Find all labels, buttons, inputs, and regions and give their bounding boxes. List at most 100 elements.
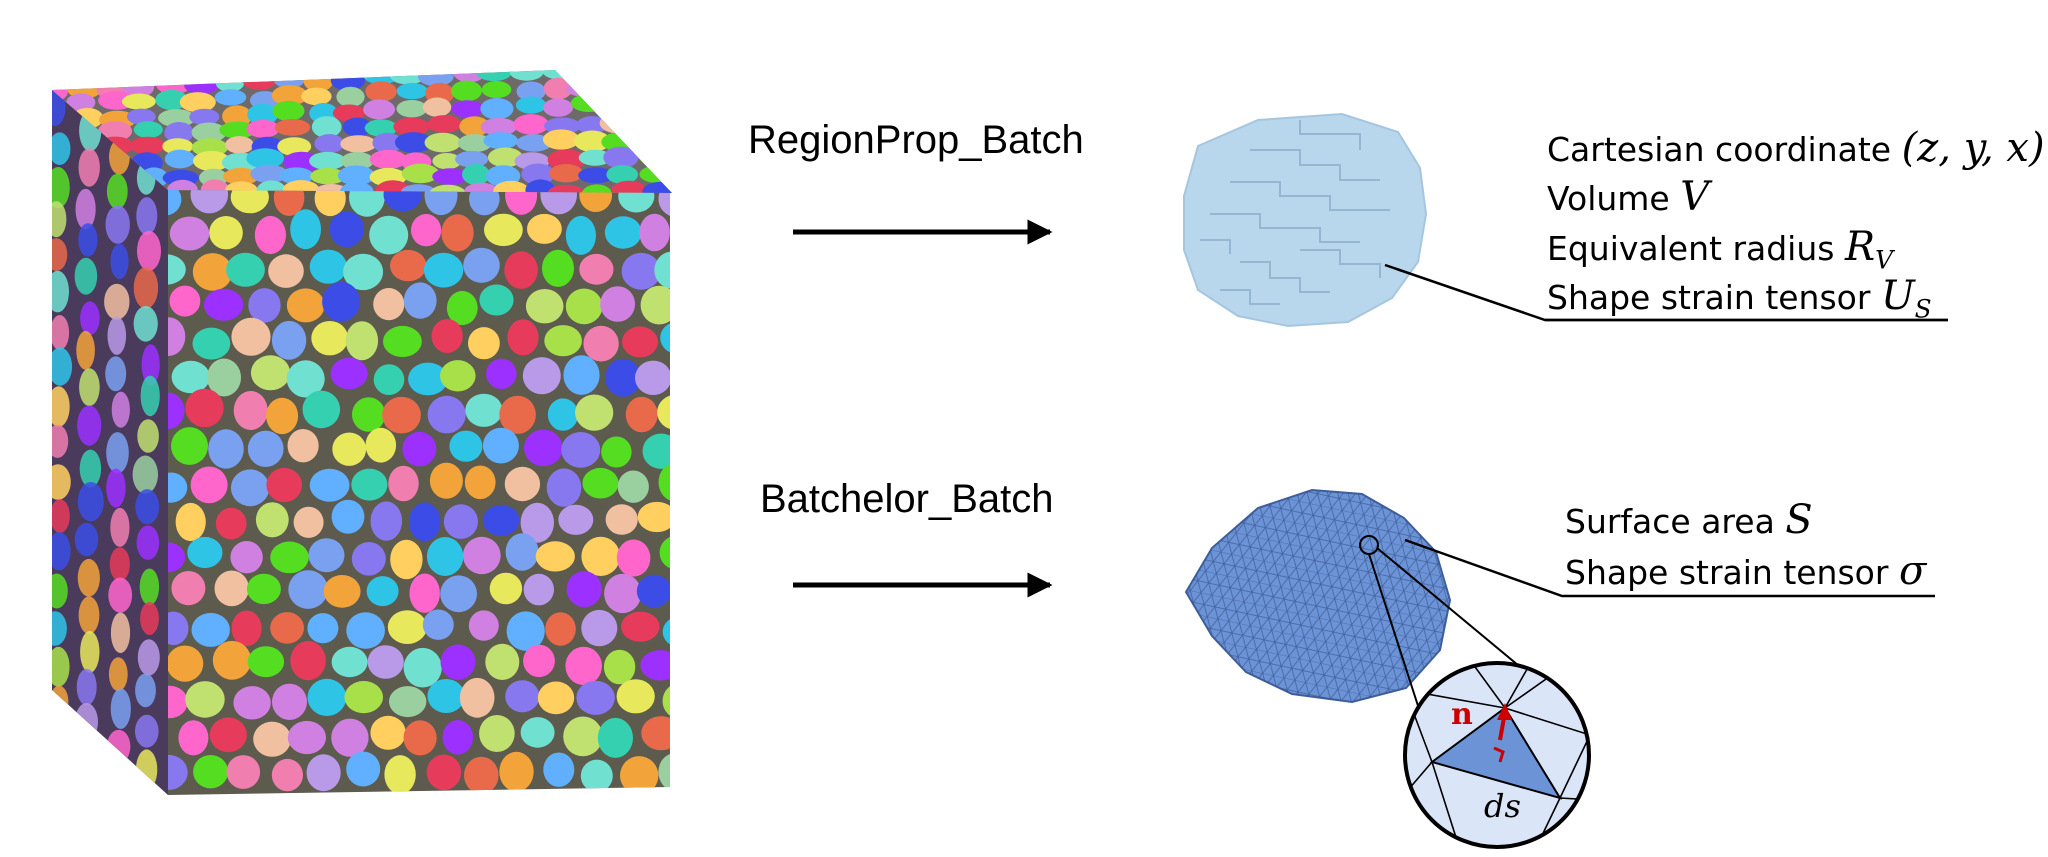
grain	[463, 247, 500, 283]
grain	[168, 754, 188, 790]
grain	[462, 164, 490, 185]
grain	[246, 119, 280, 138]
grain	[393, 117, 430, 137]
grain	[107, 316, 127, 355]
grain	[332, 432, 367, 466]
grain	[423, 252, 464, 288]
grain	[370, 501, 403, 541]
grain	[225, 136, 254, 154]
grain	[396, 100, 428, 118]
grain	[394, 132, 433, 153]
grain	[52, 315, 70, 351]
grain	[287, 720, 326, 755]
grain	[422, 609, 454, 640]
grain	[426, 537, 464, 576]
grain	[547, 398, 579, 431]
grain	[331, 499, 365, 534]
grain	[401, 163, 440, 184]
cartesian-symbol: (z, y, x)	[1901, 125, 2045, 171]
grain	[329, 211, 365, 248]
grain	[382, 396, 421, 434]
grain	[543, 77, 573, 100]
grain	[346, 612, 385, 649]
grain	[52, 719, 66, 760]
grain	[309, 249, 347, 284]
grain	[270, 612, 304, 644]
grain	[545, 612, 576, 646]
grain	[657, 394, 670, 430]
grain	[246, 148, 285, 169]
grain	[52, 347, 73, 386]
grain	[506, 611, 545, 651]
grain	[139, 568, 160, 606]
grain	[268, 254, 304, 288]
grain	[282, 180, 320, 193]
volume-label: Volume V	[1547, 174, 1710, 220]
grain	[475, 70, 513, 82]
grain	[662, 682, 670, 720]
grain	[635, 360, 670, 395]
grain	[80, 301, 100, 336]
normal-vector-label: n	[1451, 697, 1473, 732]
grain	[212, 640, 252, 680]
grain	[515, 96, 547, 114]
grain	[364, 119, 398, 137]
grain	[642, 433, 670, 469]
grain	[680, 361, 711, 392]
batchelor-batch-label: Batchelor_Batch	[760, 477, 1054, 521]
grain	[441, 214, 474, 252]
grain	[242, 70, 277, 90]
grain	[641, 716, 670, 751]
grain	[168, 254, 186, 285]
grain	[565, 646, 602, 686]
grain	[310, 168, 346, 185]
grain	[108, 577, 133, 613]
grain	[137, 230, 161, 271]
grain	[611, 180, 647, 193]
grain	[403, 647, 442, 688]
grain	[98, 121, 133, 142]
shape-strain-voxel-label: Shape strain tensor US	[1547, 273, 1932, 324]
grain	[247, 646, 285, 678]
regionprop-batch-label: RegionProp_Batch	[748, 118, 1084, 162]
grain	[369, 149, 407, 169]
grain	[352, 397, 386, 432]
grain	[219, 121, 256, 139]
grain	[135, 714, 159, 748]
grain	[135, 784, 161, 795]
grain	[457, 134, 492, 153]
grain	[449, 430, 483, 462]
grain	[140, 375, 160, 417]
grain	[363, 99, 395, 120]
grain	[190, 466, 228, 504]
grain	[192, 327, 231, 360]
grain	[230, 469, 270, 507]
grain	[547, 184, 585, 193]
grain	[464, 465, 496, 500]
grain	[337, 165, 375, 186]
grain	[344, 681, 384, 714]
grain	[185, 681, 225, 718]
grain	[349, 190, 385, 217]
grain	[266, 467, 303, 503]
grain	[662, 616, 670, 647]
shape-strain-u-symbol: US	[1880, 273, 1932, 324]
grain	[52, 238, 68, 272]
grain	[168, 542, 186, 573]
grain	[605, 504, 638, 535]
grain	[225, 181, 258, 193]
grain	[246, 573, 281, 605]
grain	[427, 395, 466, 434]
grain	[80, 631, 100, 673]
grain	[659, 535, 670, 570]
grain	[74, 738, 100, 777]
grain	[658, 463, 670, 502]
grain	[230, 190, 269, 214]
grain	[431, 319, 463, 353]
grain	[78, 148, 100, 187]
grain	[190, 190, 229, 214]
grain	[384, 755, 416, 795]
grain	[79, 449, 102, 488]
grain	[133, 267, 159, 309]
grain	[52, 685, 69, 718]
